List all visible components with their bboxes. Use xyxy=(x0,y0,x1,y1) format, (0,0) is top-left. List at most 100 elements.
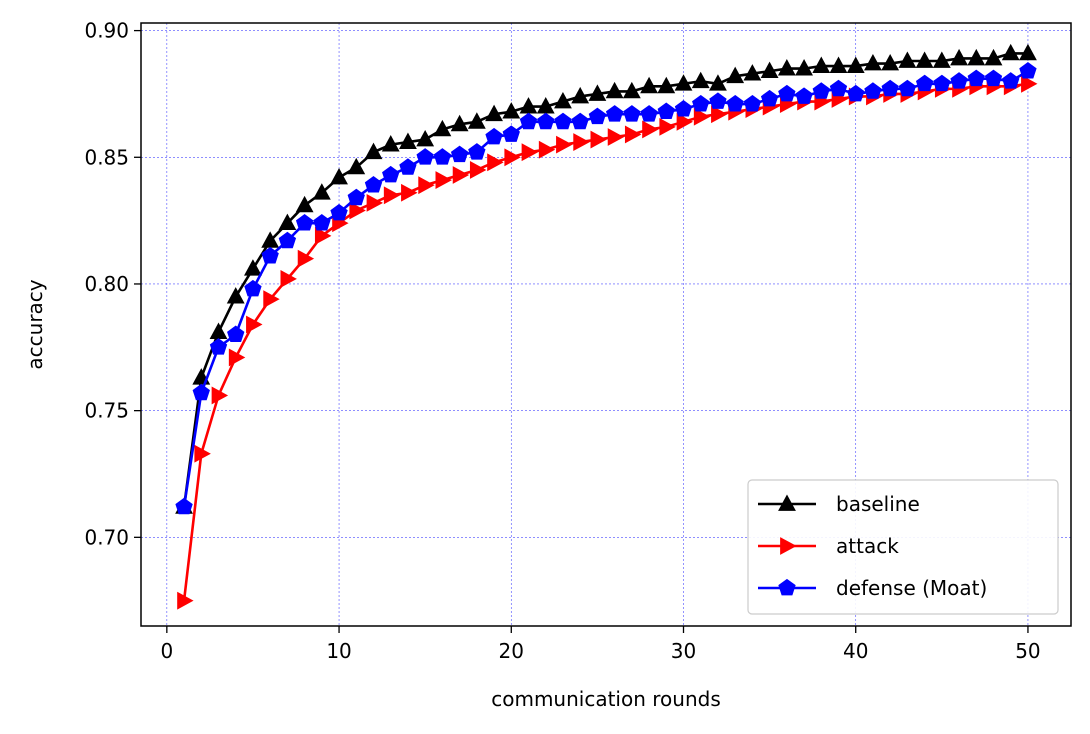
data-point xyxy=(881,79,899,97)
data-point xyxy=(554,91,572,109)
data-point xyxy=(588,84,607,101)
data-point xyxy=(864,82,882,99)
data-point xyxy=(295,214,314,231)
data-point xyxy=(519,112,538,130)
data-point xyxy=(467,112,486,129)
data-point xyxy=(418,176,435,195)
data-point xyxy=(950,48,968,66)
data-point xyxy=(468,143,486,160)
data-point xyxy=(984,69,1003,87)
data-point xyxy=(760,89,779,107)
data-point xyxy=(898,51,917,68)
data-point xyxy=(295,195,314,213)
data-point xyxy=(278,213,297,231)
legend-label: baseline xyxy=(836,492,920,516)
data-point xyxy=(211,386,229,405)
data-point xyxy=(967,69,985,87)
data-point xyxy=(674,74,693,91)
data-point xyxy=(502,125,520,142)
data-point xyxy=(537,112,555,130)
data-point xyxy=(588,107,607,125)
data-point xyxy=(605,105,624,122)
data-point xyxy=(433,119,452,137)
data-point xyxy=(244,259,262,276)
data-point xyxy=(366,193,384,212)
legend-item: baseline xyxy=(758,492,920,516)
data-point xyxy=(846,56,865,73)
legend-item: attack xyxy=(758,534,899,558)
data-point xyxy=(416,130,435,147)
data-point xyxy=(469,161,487,179)
data-point xyxy=(933,74,951,92)
data-point xyxy=(450,114,469,132)
x-tick-label: 10 xyxy=(326,639,351,663)
x-tick-label: 50 xyxy=(1015,639,1040,663)
data-point xyxy=(1019,62,1037,79)
data-point xyxy=(590,130,607,149)
data-point xyxy=(778,84,796,102)
data-point xyxy=(915,51,934,68)
data-point xyxy=(364,142,383,160)
data-point xyxy=(381,135,400,152)
legend-marker xyxy=(778,494,796,511)
data-point xyxy=(864,53,882,71)
data-point xyxy=(640,76,658,94)
data-point xyxy=(932,51,951,68)
data-point xyxy=(812,82,830,99)
data-point xyxy=(1002,72,1020,89)
data-point xyxy=(1001,43,1020,61)
y-tick-label: 0.85 xyxy=(84,145,129,169)
data-point xyxy=(401,183,418,202)
legend-item: defense (Moat) xyxy=(758,576,987,600)
data-point xyxy=(777,59,796,76)
data-point xyxy=(364,176,383,193)
data-point xyxy=(278,231,297,249)
data-point xyxy=(383,186,401,205)
data-point xyxy=(416,148,434,165)
legend: baseline attack defense (Moat) xyxy=(747,479,1059,615)
data-point xyxy=(227,325,245,343)
series-layer xyxy=(175,43,1038,610)
data-point xyxy=(280,269,297,288)
data-point xyxy=(226,287,245,304)
data-point xyxy=(829,56,848,73)
data-point xyxy=(795,59,813,76)
data-point xyxy=(177,591,194,610)
x-axis: 0 10 20 30 40 50 xyxy=(160,626,1041,663)
data-point xyxy=(433,148,452,165)
legend-label: defense (Moat) xyxy=(836,576,987,600)
data-point xyxy=(452,166,470,184)
data-point xyxy=(1019,43,1037,61)
data-point xyxy=(676,112,694,131)
data-point xyxy=(312,183,331,200)
data-point xyxy=(399,158,417,175)
data-point xyxy=(640,105,658,122)
data-point xyxy=(556,135,573,154)
data-point xyxy=(605,81,624,99)
x-tick-label: 40 xyxy=(843,639,868,663)
data-point xyxy=(485,104,503,122)
legend-box xyxy=(747,479,1059,615)
data-point xyxy=(504,148,521,167)
data-point xyxy=(297,249,315,268)
data-point xyxy=(950,72,968,89)
data-point xyxy=(726,66,745,84)
data-point xyxy=(726,94,744,112)
data-point xyxy=(382,165,400,183)
data-point xyxy=(691,71,710,89)
data-point xyxy=(624,125,642,144)
y-tick-label: 0.75 xyxy=(84,399,129,423)
data-point xyxy=(314,226,332,245)
data-point xyxy=(330,203,348,221)
data-point xyxy=(347,188,365,206)
data-point xyxy=(194,444,211,463)
data-point xyxy=(881,53,900,71)
x-tick-label: 30 xyxy=(671,639,696,663)
x-tick-label: 0 xyxy=(160,639,173,663)
data-point xyxy=(743,94,762,112)
data-point xyxy=(674,100,693,117)
data-point xyxy=(399,132,417,149)
y-tick-label: 0.80 xyxy=(84,272,129,296)
data-point xyxy=(485,127,503,145)
